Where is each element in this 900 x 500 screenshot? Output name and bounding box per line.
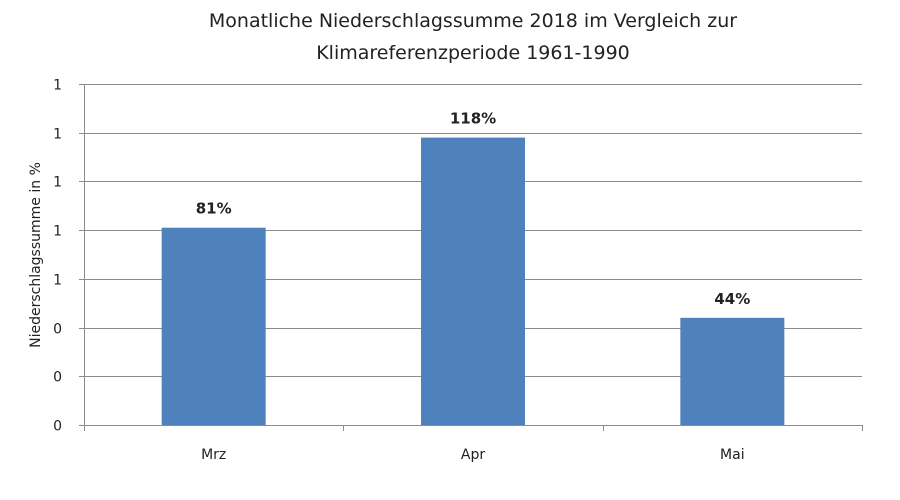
x-tick-label: Apr	[461, 447, 485, 463]
bar-mrz	[161, 227, 266, 425]
data-label: 118%	[450, 110, 496, 128]
chart-title-line-1: Monatliche Niederschlagssumme 2018 im Ve…	[209, 10, 737, 32]
y-tick-label: 1	[53, 273, 62, 289]
y-tick-label: 1	[53, 224, 62, 240]
data-label: 81%	[196, 200, 232, 218]
x-tick-label: Mai	[720, 447, 745, 463]
y-tick-label: 0	[53, 322, 62, 338]
y-tick-label: 1	[53, 78, 62, 94]
data-label: 44%	[714, 290, 750, 308]
y-tick-label: 0	[53, 370, 62, 386]
y-tick-label: 1	[53, 175, 62, 191]
bar-mai	[680, 317, 785, 425]
y-tick-label: 0	[53, 419, 62, 435]
x-tick-label: Mrz	[201, 447, 226, 463]
bar-apr	[421, 137, 525, 426]
chart-title-line-2: Klimareferenzperiode 1961-1990	[316, 42, 630, 64]
y-tick-label: 1	[53, 127, 62, 143]
y-axis-label: Niederschlagssumme in %	[28, 162, 44, 348]
